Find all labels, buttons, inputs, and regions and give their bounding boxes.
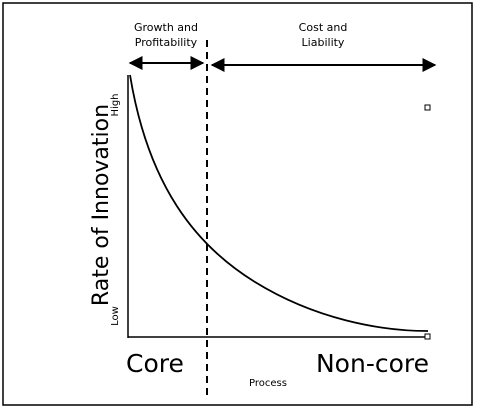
- x-right-label: Non-core: [316, 349, 429, 378]
- handle: [424, 333, 431, 340]
- y-axis-label: Rate of Innovation: [89, 104, 114, 306]
- frame: [2, 2, 473, 406]
- curve: [129, 74, 429, 332]
- region-label: Profitability: [135, 36, 198, 49]
- region-label: Cost and: [299, 21, 348, 34]
- x-left-label: Core: [126, 349, 184, 378]
- y-low-label: Low: [110, 306, 121, 326]
- x-axis-label: Process: [249, 378, 287, 389]
- region-label: Growth and: [134, 21, 198, 34]
- handle: [424, 104, 431, 111]
- region-label: Liability: [302, 36, 345, 49]
- y-high-label: High: [110, 94, 121, 117]
